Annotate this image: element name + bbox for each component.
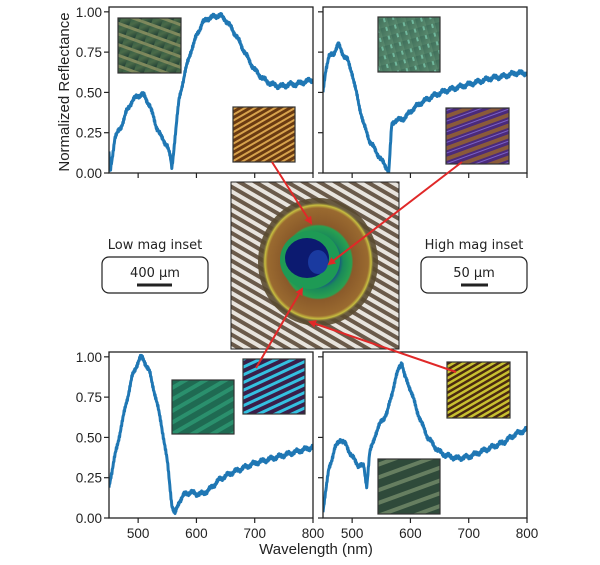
y-tick-label: 0.00 [76,511,102,526]
inset-bottom-left-low-mag [171,379,235,435]
x-tick-label: 800 [302,526,325,541]
high-mag-title: High mag inset [425,238,524,253]
inset-bottom-right-high-mag [446,361,511,419]
axes-frame [108,351,314,519]
panel-bottom-right: 500 600 700 800 [318,351,539,541]
inset-top-left-high-mag [232,106,296,163]
y-tick-label: 0.75 [76,390,102,405]
inset-top-right-low-mag [377,16,441,73]
y-tick-label: 0.50 [76,430,102,445]
y-tick-label: 0.50 [76,85,102,100]
panel-top-left: 0.00 0.25 0.50 0.75 1.00 [76,5,314,181]
y-tick-label: 0.75 [76,45,102,60]
spectrum-line [109,353,313,515]
low-mag-legend: Low mag inset 400 µm [101,238,209,294]
inset-top-right-high-mag [445,107,510,165]
x-tick-label: 800 [516,526,539,541]
x-tick-label: 500 [341,526,364,541]
y-tick-label: 0.00 [76,166,102,181]
x-tick-label: 700 [457,526,480,541]
axes-frame [322,351,528,519]
y-tick-label: 0.25 [76,471,102,486]
x-tick-label: 600 [399,526,422,541]
high-mag-legend: High mag inset 50 µm [420,238,528,294]
arrows [255,161,463,373]
y-tick-label: 1.00 [76,5,102,20]
spectrum-line [109,12,313,172]
arrow-top-right [327,161,463,266]
arrow-bottom-left [255,287,304,369]
low-mag-title: Low mag inset [108,238,202,253]
y-axis-label: Normalized Reflectance [56,12,73,171]
low-mag-scale-label: 400 µm [130,266,180,281]
x-axis-label: Wavelength (nm) [259,541,373,558]
spectrum-line [323,361,527,513]
arrow-bottom-right [308,320,457,373]
panel-top-right [318,6,528,178]
high-mag-scale-label: 50 µm [453,266,495,281]
inset-bottom-left-high-mag [242,358,306,415]
inset-top-left-low-mag [117,17,182,74]
high-mag-box [420,256,528,294]
arrow-top-left [271,161,313,225]
low-mag-box [101,256,209,294]
micrograph-insets [117,16,511,515]
y-tick-label: 1.00 [76,350,102,365]
plot-panels: 0.00 0.25 0.50 0.75 1.00 0.00 0.25 0.50 0.75 1.00… [76,5,539,541]
y-tick-label: 0.25 [76,126,102,141]
x-tick-label: 500 [127,526,150,541]
axes-frame [108,6,314,174]
axes-frame [322,6,528,174]
x-tick-label: 700 [243,526,266,541]
panel-bottom-left: 0.00 0.25 0.50 0.75 1.00 500 600 700 800 [76,350,325,541]
x-tick-label: 600 [185,526,208,541]
inset-bottom-right-low-mag [377,458,441,515]
spectrum-line [323,41,527,173]
